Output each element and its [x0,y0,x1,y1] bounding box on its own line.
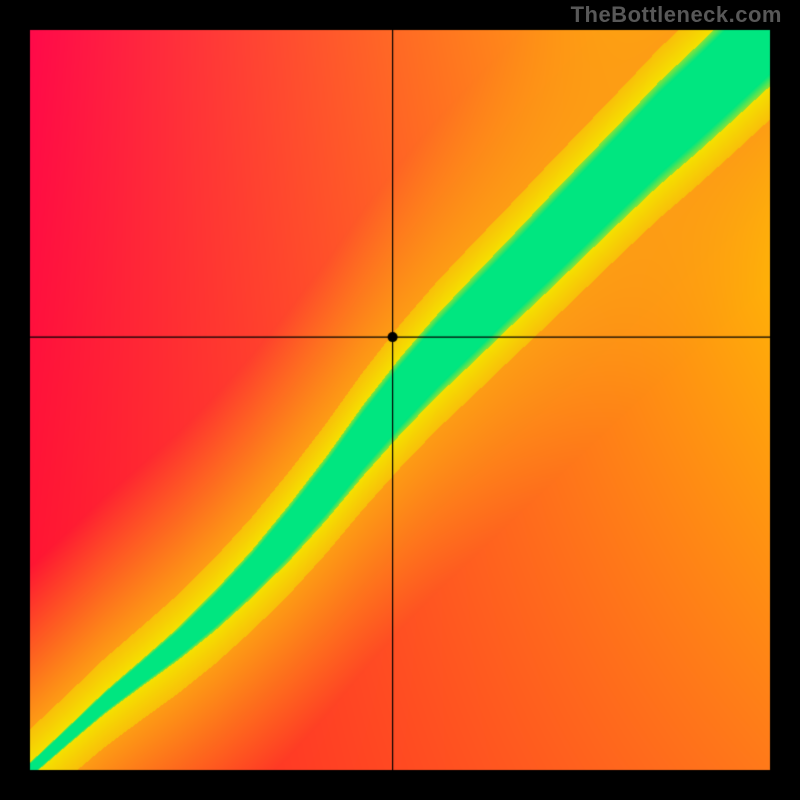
chart-container: TheBottleneck.com [0,0,800,800]
bottleneck-heatmap [0,0,800,800]
watermark-text: TheBottleneck.com [571,2,782,28]
